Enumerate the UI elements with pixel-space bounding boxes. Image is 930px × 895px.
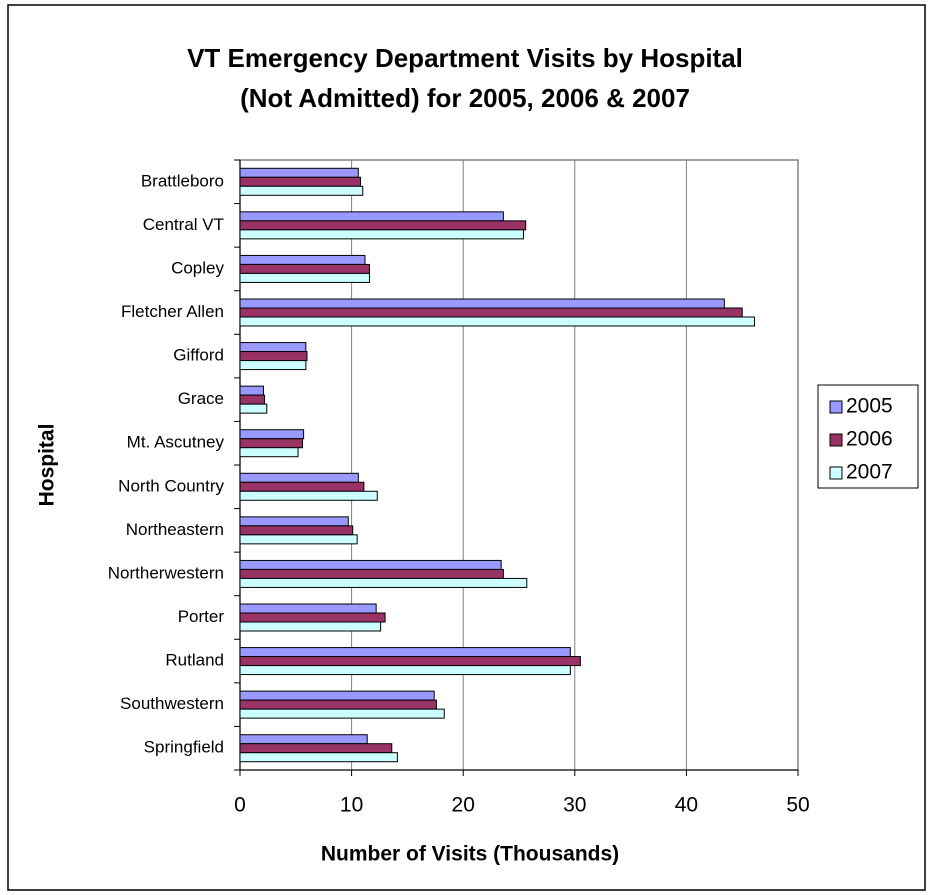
bar xyxy=(239,394,266,405)
x-tick-label: 0 xyxy=(234,794,246,817)
y-tick-label: Grace xyxy=(178,389,224,408)
bar xyxy=(239,481,365,492)
bar xyxy=(239,534,358,545)
legend-label: 2006 xyxy=(846,428,893,451)
y-tick-label: Mt. Ascutney xyxy=(127,433,225,452)
bar xyxy=(239,525,354,536)
bar xyxy=(239,438,303,449)
y-axis-label: Hospital xyxy=(36,424,59,507)
bar xyxy=(239,708,445,719)
x-tick-label: 40 xyxy=(675,794,698,817)
y-tick-label: Brattleboro xyxy=(141,171,224,190)
bar xyxy=(239,603,377,614)
y-tick-label: Northeastern xyxy=(126,520,224,539)
bar xyxy=(239,220,527,231)
y-tick-label: Copley xyxy=(171,258,224,277)
bar xyxy=(239,734,368,745)
bar xyxy=(239,167,359,178)
y-tick-label: Southwestern xyxy=(120,694,224,713)
y-tick-label: Central VT xyxy=(143,215,224,234)
legend-label: 2005 xyxy=(846,395,893,418)
bar xyxy=(239,272,370,283)
bar xyxy=(239,752,398,763)
bar xyxy=(239,516,349,527)
bar xyxy=(239,185,364,196)
bar xyxy=(239,254,366,265)
bar xyxy=(239,577,528,588)
bar xyxy=(239,656,581,667)
y-tick-label: Fletcher Allen xyxy=(121,302,224,321)
bar xyxy=(239,559,502,570)
bar xyxy=(239,490,378,501)
bar xyxy=(239,743,393,754)
bar xyxy=(239,612,386,623)
chart-title: VT Emergency Department Visits by Hospit… xyxy=(187,43,743,113)
bar xyxy=(239,568,504,579)
y-tick-label: Gifford xyxy=(173,346,224,365)
x-tick-label: 50 xyxy=(786,794,809,817)
legend-swatch xyxy=(829,466,843,480)
bar xyxy=(239,699,437,710)
bar xyxy=(239,176,362,187)
bar xyxy=(239,647,571,658)
bar xyxy=(239,360,307,371)
legend-swatch xyxy=(829,400,843,414)
y-tick-label: Porter xyxy=(178,607,225,626)
bar xyxy=(239,429,305,440)
bar xyxy=(239,665,571,676)
bar xyxy=(239,621,382,632)
legend-label: 2007 xyxy=(846,461,893,484)
bar xyxy=(239,298,725,309)
bar xyxy=(239,472,359,483)
y-tick-label: Rutland xyxy=(165,651,224,670)
y-tick-label: Northerwestern xyxy=(108,563,224,582)
x-tick-label: 20 xyxy=(452,794,475,817)
x-axis-label: Number of Visits (Thousands) xyxy=(321,843,619,866)
y-tick-label: Springfield xyxy=(144,738,224,757)
plot-background xyxy=(239,159,799,771)
bar xyxy=(239,263,370,274)
bar xyxy=(239,403,268,414)
bar xyxy=(239,307,743,318)
bar xyxy=(239,342,307,353)
bar xyxy=(239,316,755,327)
bar xyxy=(239,211,504,222)
bar xyxy=(239,351,308,362)
legend-swatch xyxy=(829,433,843,447)
bar xyxy=(239,447,299,458)
bar xyxy=(239,385,264,396)
bar xyxy=(239,690,435,701)
x-tick-label: 30 xyxy=(563,794,586,817)
y-tick-label: North Country xyxy=(118,476,224,495)
bar xyxy=(239,229,524,240)
x-tick-label: 10 xyxy=(340,794,363,817)
